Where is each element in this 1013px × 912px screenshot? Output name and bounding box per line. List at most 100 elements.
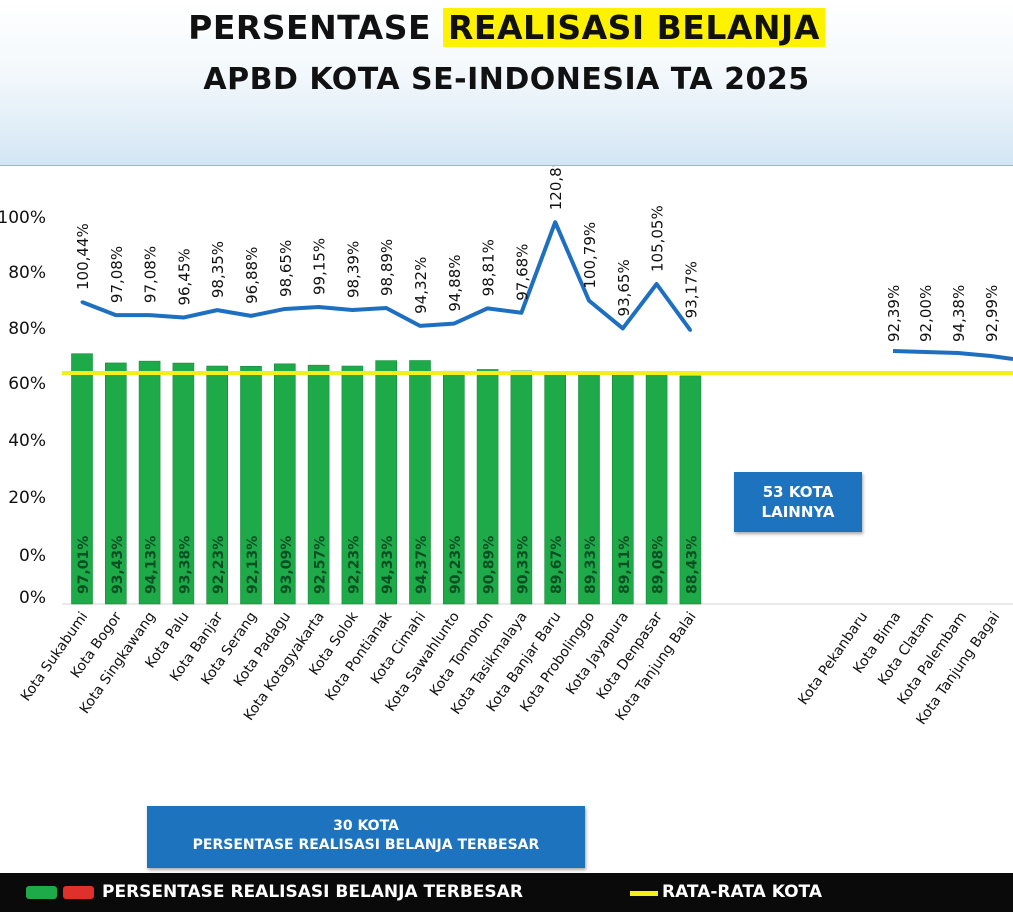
legend-swatch-average xyxy=(630,891,658,896)
line-point xyxy=(655,282,659,286)
line-value-label: 97,08% xyxy=(142,246,160,303)
line-value-label: 98,65% xyxy=(277,240,295,297)
line-point xyxy=(384,306,388,310)
line-value-label: 93,17% xyxy=(682,261,700,318)
line-point xyxy=(114,313,118,317)
bar-value-label: 89,33% xyxy=(583,536,599,594)
line-value-label-right: 92,39% xyxy=(885,285,903,342)
bar-value-label: 90,33% xyxy=(515,536,531,594)
bar xyxy=(206,365,228,605)
line-value-label: 105,05% xyxy=(649,205,667,272)
legend-label-average: RATA-RATA KOTA xyxy=(662,882,822,902)
line-value-label: 97,68% xyxy=(513,244,531,301)
chart-subtitle: APBD KOTA SE-INDONESIA TA 2025 xyxy=(203,62,810,97)
others-count: 53 KOTA xyxy=(762,483,834,501)
bar-value-label: 97,01% xyxy=(76,536,92,594)
bar xyxy=(409,360,431,605)
line-value-label: 99,15% xyxy=(311,238,329,295)
line-value-label: 98,39% xyxy=(344,241,362,298)
line-point xyxy=(350,308,354,312)
line-point xyxy=(621,326,625,330)
bar-value-label: 92,23% xyxy=(346,536,362,594)
series-line-right xyxy=(892,349,1013,361)
line-value-label: 96,45% xyxy=(175,248,193,305)
y-tick-label: 100% xyxy=(0,208,46,228)
bar-value-label: 93,43% xyxy=(110,536,126,594)
line-point xyxy=(215,308,219,312)
line-value-label: 100,79% xyxy=(581,222,599,289)
line-value-label: 97,08% xyxy=(108,246,126,303)
line-point xyxy=(553,220,557,224)
line-value-label-right: 92,00% xyxy=(917,285,935,342)
bar xyxy=(240,366,262,605)
y-tick-label: 0% xyxy=(19,546,46,566)
line-value-label: 96,88% xyxy=(243,247,261,304)
y-tick-label: 60% xyxy=(8,374,46,394)
title-highlight: REALISASI BELANJA xyxy=(443,8,825,47)
bar xyxy=(679,375,702,605)
line-value-label: 98,89% xyxy=(378,239,396,296)
line-value-label: 120,89% xyxy=(547,166,565,210)
bar-value-label: 90,89% xyxy=(482,536,498,594)
legend-swatch-red xyxy=(63,886,94,899)
bar-value-label: 89,11% xyxy=(617,536,633,594)
line-point xyxy=(317,305,321,309)
bar xyxy=(172,362,195,605)
bar-value-label: 93,38% xyxy=(177,536,193,594)
chart-title: PERSENTASE REALISASI BELANJA xyxy=(0,8,1013,47)
y-tick-label: 80% xyxy=(8,263,46,283)
bar-value-label: 90,23% xyxy=(448,536,464,594)
bar xyxy=(273,363,296,605)
bar-value-label: 94,37% xyxy=(414,536,430,594)
line-point xyxy=(148,313,152,317)
bar xyxy=(375,360,398,605)
line-value-label: 100,44% xyxy=(74,223,92,290)
bar-value-label: 94,13% xyxy=(144,536,160,594)
legend-label-bars: PERSENTASE REALISASI BELANJA TERBESAR xyxy=(102,882,523,902)
bar xyxy=(71,353,93,605)
line-value-label: 94,32% xyxy=(412,257,430,314)
bar xyxy=(307,364,330,605)
top30-box: 30 KOTA PERSENTASE REALISASI BELANJA TER… xyxy=(147,806,585,868)
line-point xyxy=(80,300,84,304)
line-value-label: 94,88% xyxy=(446,254,464,311)
line-point xyxy=(418,324,422,328)
bar xyxy=(476,369,499,605)
line-point xyxy=(452,322,456,326)
line-point xyxy=(249,314,253,318)
line-point xyxy=(283,307,287,311)
y-tick-label: 80% xyxy=(8,319,46,339)
y-tick-label: 40% xyxy=(8,431,46,451)
y-tick-label: 20% xyxy=(8,488,46,508)
others-box: 53 KOTA LAINNYA xyxy=(734,472,862,532)
bar-value-label: 92,57% xyxy=(313,536,329,594)
line-value-label: 93,65% xyxy=(615,259,633,316)
bar-value-label: 88,43% xyxy=(684,536,700,594)
y-tick-label: 0% xyxy=(19,588,46,608)
line-value-label: 98,81% xyxy=(480,239,498,296)
line-point xyxy=(587,299,591,303)
bar-value-label: 89,08% xyxy=(651,536,667,594)
line-point xyxy=(181,316,185,320)
bar-value-label: 89,67% xyxy=(549,536,565,594)
line-point xyxy=(486,306,490,310)
top30-count: 30 KOTA xyxy=(333,818,399,834)
line-value-label-right: 92,99% xyxy=(983,285,1001,342)
bar xyxy=(105,362,127,605)
line-value-label: 98,35% xyxy=(209,241,227,298)
bar xyxy=(341,365,364,605)
line-point xyxy=(519,311,523,315)
bar-value-label: 94,33% xyxy=(380,536,396,594)
bar-line-chart: 0% 0% 20% 40% 60% 80% 80% 100% 97,01% 93,43% 94,13… xyxy=(0,166,1013,728)
title-prefix: PERSENTASE xyxy=(188,8,432,47)
bar-value-label: 92,23% xyxy=(211,536,227,594)
bar-value-label: 93,09% xyxy=(279,536,295,594)
line-point xyxy=(688,328,692,332)
bar-value-label: 92,13% xyxy=(245,536,261,594)
bar xyxy=(138,360,161,605)
legend-swatch-green xyxy=(26,886,57,899)
legend: PERSENTASE REALISASI BELANJA TERBESAR RA… xyxy=(0,873,1013,912)
bar xyxy=(510,370,533,605)
title-banner: PERSENTASE REALISASI BELANJA APBD KOTA S… xyxy=(0,0,1013,166)
others-label: LAINNYA xyxy=(761,503,835,522)
